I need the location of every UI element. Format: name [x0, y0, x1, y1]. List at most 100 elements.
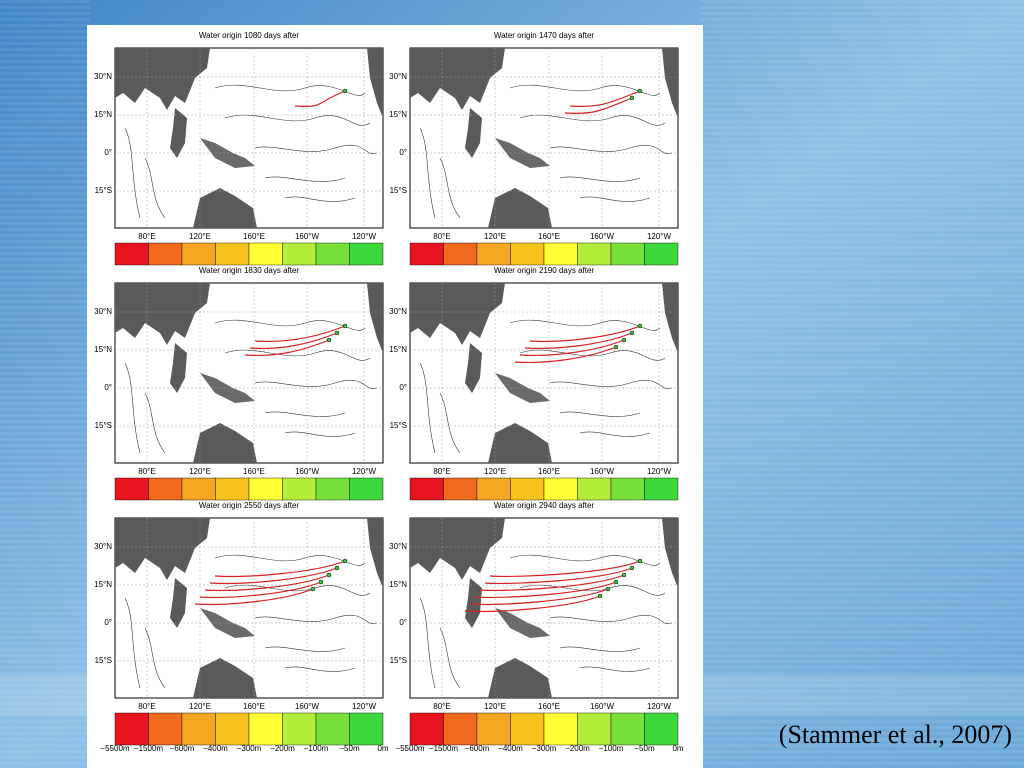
colorbar-segment	[409, 242, 444, 266]
panel-title: Water origin 2190 days after	[494, 266, 595, 275]
lon-label: 120°E	[189, 232, 211, 241]
colorbar-segment	[282, 712, 317, 746]
map	[114, 517, 384, 699]
lat-label: 30°N	[94, 72, 112, 81]
trajectory	[209, 567, 338, 585]
lat-label: 15°N	[94, 345, 112, 354]
map	[409, 47, 679, 229]
map	[114, 47, 384, 229]
trajectory	[529, 325, 641, 342]
lon-label: 120°W	[647, 702, 672, 711]
map-panel: Water origin 2940 days after 30°N 15°N 0° 15…	[389, 501, 684, 753]
trajectory	[479, 574, 625, 592]
trajectory	[489, 560, 641, 578]
colorbar-segment	[510, 242, 545, 266]
map	[114, 282, 384, 464]
lat-label: 15°S	[390, 421, 407, 430]
colorbar-label: −400m	[203, 744, 228, 753]
colorbar-label: −300m	[237, 744, 262, 753]
lon-label: 120°E	[189, 702, 211, 711]
lon-label: 120°W	[352, 467, 377, 476]
trajectory-point	[637, 558, 643, 564]
trajectory	[519, 339, 625, 356]
lat-label: 15°S	[95, 186, 112, 195]
trajectory	[514, 346, 617, 363]
trajectory	[294, 90, 346, 108]
background-stripes	[700, 0, 1024, 768]
colorbar-segment	[610, 712, 645, 746]
map-panel: Water origin 1080 days after 30°N 15°N 0° 15…	[94, 31, 384, 266]
lat-label: 30°N	[389, 542, 407, 551]
lon-label: 120°E	[484, 232, 506, 241]
lat-label: 0°	[399, 148, 407, 157]
colorbar-segment	[148, 712, 183, 746]
colorbar-segment	[644, 477, 679, 501]
trajectory-point	[637, 88, 643, 94]
colorbar-segment	[114, 712, 149, 746]
lat-label: 0°	[399, 618, 407, 627]
colorbar-segment	[543, 242, 578, 266]
lat-label: 15°S	[95, 656, 112, 665]
colorbar-segment	[349, 477, 384, 501]
colorbar-label: −100m	[304, 744, 329, 753]
panel-title: Water origin 2940 days after	[494, 501, 595, 510]
colorbar-label: −400m	[498, 744, 523, 753]
colorbar-segment	[215, 477, 250, 501]
lon-label: 120°E	[484, 702, 506, 711]
caption: (Stammer et al., 2007)	[779, 720, 1012, 749]
trajectory-point	[334, 330, 340, 336]
colorbar-label: −50m	[634, 744, 655, 753]
lon-label: 160°W	[295, 467, 320, 476]
colorbar-segment	[476, 477, 511, 501]
trajectory-point	[597, 593, 603, 599]
trajectory	[484, 567, 633, 585]
colorbar-label: 0m	[672, 744, 683, 753]
trajectory	[199, 581, 322, 599]
lat-label: 15°N	[389, 110, 407, 119]
lon-label: 120°E	[484, 467, 506, 476]
lon-label: 120°W	[352, 232, 377, 241]
colorbar-label: −1500m	[134, 744, 163, 753]
colorbar-label: −200m	[270, 744, 295, 753]
trajectory-point	[613, 579, 619, 585]
colorbar-label: 0m	[377, 744, 388, 753]
colorbar-segment	[114, 477, 149, 501]
trajectory-point	[629, 330, 635, 336]
trajectory	[474, 581, 617, 599]
colorbar-label: −5500m	[395, 744, 424, 753]
colorbar-segment	[577, 242, 612, 266]
map-panel: Water origin 2550 days after 30°N 15°N 0° 15…	[94, 501, 389, 753]
lon-label: 160°E	[243, 467, 265, 476]
colorbar-segment	[577, 477, 612, 501]
colorbar-segment	[510, 477, 545, 501]
lat-label: 15°S	[390, 186, 407, 195]
trajectory-point	[318, 579, 324, 585]
lon-label: 80°E	[433, 467, 450, 476]
trajectory	[469, 588, 609, 606]
map-panel: Water origin 1470 days after 30°N 15°N 0° 15…	[389, 31, 679, 266]
colorbar-segment	[443, 477, 478, 501]
colorbar-segment	[409, 712, 444, 746]
colorbar-segment	[215, 712, 250, 746]
colorbar-segment	[644, 712, 679, 746]
colorbar-segment	[443, 712, 478, 746]
lon-label: 120°W	[647, 232, 672, 241]
colorbar-segment	[248, 712, 283, 746]
colorbar-segment	[577, 712, 612, 746]
colorbar-label: −5500m	[100, 744, 129, 753]
trajectory	[204, 574, 330, 592]
lat-label: 30°N	[389, 72, 407, 81]
trajectory	[244, 339, 330, 356]
lon-label: 120°E	[189, 467, 211, 476]
colorbar-segment	[543, 477, 578, 501]
lon-label: 80°E	[138, 232, 155, 241]
lon-label: 160°E	[538, 702, 560, 711]
colorbar-segment	[543, 712, 578, 746]
lon-label: 80°E	[433, 702, 450, 711]
panel-title: Water origin 1080 days after	[199, 31, 300, 40]
colorbar-label: −600m	[170, 744, 195, 753]
trajectory-point	[334, 565, 340, 571]
lon-label: 80°E	[138, 702, 155, 711]
